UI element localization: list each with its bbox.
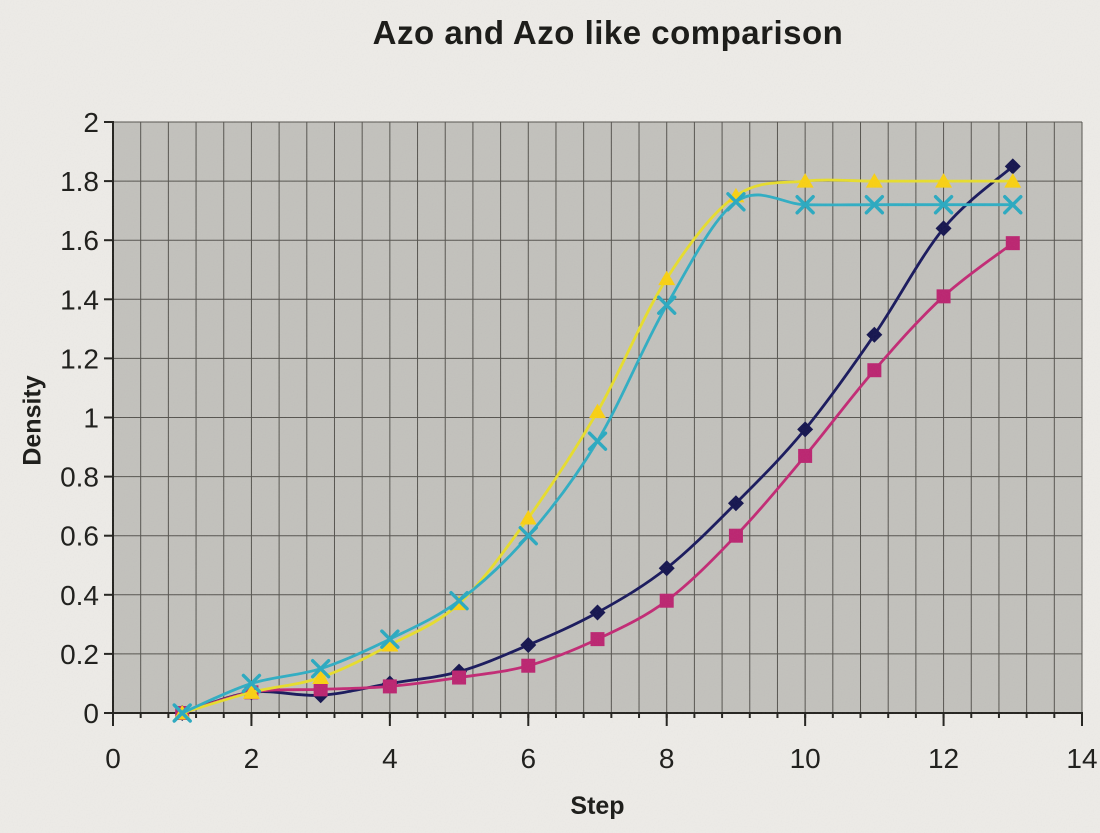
y-tick-label: 0.4 [60, 580, 99, 611]
y-tick-label: 1.8 [60, 166, 99, 197]
x-tick-labels: 0 2 4 6 8 10 12 14 [105, 743, 1097, 774]
x-axis-title: Step [570, 792, 625, 820]
square-marker [452, 670, 467, 685]
x-tick-label: 2 [244, 743, 260, 774]
x-tick-label: 6 [520, 743, 536, 774]
square-marker [521, 658, 536, 673]
x-tick-label: 0 [105, 743, 121, 774]
x-tick-label: 4 [382, 743, 398, 774]
y-tick-label: 0.6 [60, 521, 99, 552]
square-marker [798, 448, 813, 463]
y-axis-title: Density [18, 375, 47, 466]
square-marker [728, 528, 743, 543]
y-tick-label: 0.8 [60, 462, 99, 493]
chart-title: Azo and Azo like comparison [372, 14, 844, 51]
square-marker [590, 632, 605, 647]
y-tick-label: 1.4 [60, 284, 99, 315]
square-marker [382, 679, 397, 694]
y-tick-label: 1.2 [60, 343, 99, 374]
x-tick-label: 14 [1066, 743, 1097, 774]
y-tick-label: 2 [83, 107, 99, 138]
square-marker [313, 682, 328, 697]
y-tick-label: 1.6 [60, 225, 99, 256]
x-tick-label: 12 [928, 743, 959, 774]
y-tick-label: 0 [83, 698, 99, 729]
x-tick-label: 10 [790, 743, 821, 774]
y-tick-labels: 0 0.2 0.4 0.6 0.8 1 1.2 1.4 1.6 1.8 2 [60, 107, 99, 729]
square-marker [1005, 236, 1020, 251]
x-tick-label: 8 [659, 743, 675, 774]
square-marker [867, 363, 882, 378]
y-tick-label: 1 [83, 403, 99, 434]
square-marker [936, 289, 951, 304]
y-tick-label: 0.2 [60, 639, 99, 670]
square-marker [659, 593, 674, 608]
